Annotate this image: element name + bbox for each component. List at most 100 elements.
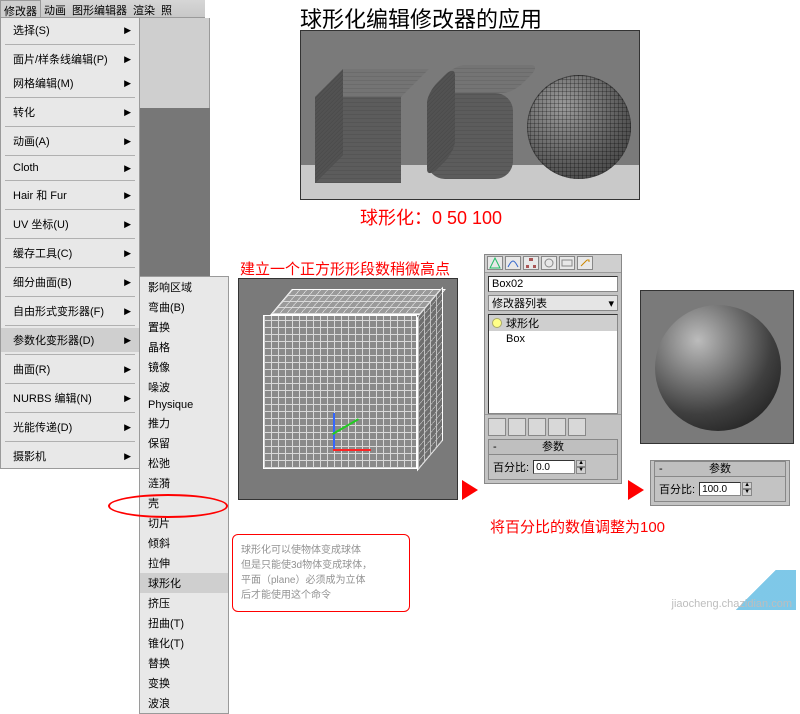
- menu-item[interactable]: 转化▶: [1, 100, 139, 124]
- make-unique-button[interactable]: [528, 418, 546, 436]
- tab-utilities[interactable]: [577, 256, 593, 270]
- percent-input-2[interactable]: [699, 482, 741, 496]
- submenu-item[interactable]: 置换: [140, 317, 228, 337]
- submenu-arrow-icon: ▶: [124, 335, 131, 346]
- submenu-item[interactable]: 镜像: [140, 357, 228, 377]
- submenu-item[interactable]: 锥化(T): [140, 633, 228, 653]
- percent-input[interactable]: [533, 460, 575, 474]
- spin-up-icon[interactable]: ▲: [576, 460, 586, 467]
- submenu-item[interactable]: 球形化: [140, 573, 228, 593]
- submenu-arrow-icon: ▶: [124, 107, 131, 118]
- show-end-result-button[interactable]: [508, 418, 526, 436]
- submenu-item[interactable]: 松弛: [140, 453, 228, 473]
- stack-item-spherify[interactable]: 球形化: [489, 315, 617, 331]
- menu-item[interactable]: 选择(S)▶: [1, 18, 139, 42]
- stack-buttons: [485, 414, 621, 439]
- submenu-arrow-icon: ▶: [124, 306, 131, 317]
- menu-separator: [5, 126, 135, 127]
- menu-item-label: NURBS 编辑(N): [13, 390, 92, 406]
- percent-spinner[interactable]: ▲▼: [533, 460, 586, 474]
- submenu-item[interactable]: 噪波: [140, 377, 228, 397]
- submenu-item[interactable]: 波浪: [140, 693, 228, 713]
- percent-spinner-2[interactable]: ▲▼: [699, 482, 752, 496]
- spin-down-icon[interactable]: ▼: [576, 467, 586, 474]
- rollout-header-params-2[interactable]: 参数: [654, 461, 786, 477]
- menu-item[interactable]: 摄影机▶: [1, 444, 139, 468]
- rollout-header-params[interactable]: 参数: [488, 439, 618, 455]
- submenu-item[interactable]: 影响区域: [140, 277, 228, 297]
- menu-item[interactable]: 细分曲面(B)▶: [1, 270, 139, 294]
- watermark-text: jiaocheng.chazidian.com: [672, 598, 792, 610]
- menubar-item-render[interactable]: 渲染: [130, 0, 158, 17]
- submenu-arrow-icon: ▶: [124, 163, 131, 174]
- menu-item[interactable]: 自由形式变形器(F)▶: [1, 299, 139, 323]
- menu-item[interactable]: UV 坐标(U)▶: [1, 212, 139, 236]
- command-panel-tabs: [485, 255, 621, 273]
- menu-separator: [5, 325, 135, 326]
- menu-item[interactable]: 面片/样条线编辑(P)▶: [1, 47, 139, 71]
- remove-modifier-button[interactable]: [548, 418, 566, 436]
- submenu-item[interactable]: 推力: [140, 413, 228, 433]
- example-sphere-100: [527, 75, 631, 179]
- submenu-arrow-icon: ▶: [124, 364, 131, 375]
- menubar-item-grapheditor[interactable]: 图形编辑器: [69, 0, 130, 17]
- wire-top-face: [270, 289, 446, 315]
- modifier-list-dropdown[interactable]: 修改器列表 ▾: [488, 295, 618, 311]
- rollout-body-params: 百分比: ▲▼: [488, 455, 618, 480]
- submenu-item[interactable]: 挤压: [140, 593, 228, 613]
- menu-item[interactable]: NURBS 编辑(N) ▶: [1, 386, 139, 410]
- bulb-icon[interactable]: [492, 318, 502, 328]
- note-line: 但是只能使3d物体变成球体，: [241, 558, 401, 573]
- menu-item[interactable]: Hair 和 Fur▶: [1, 183, 139, 207]
- object-name-field[interactable]: Box02: [488, 276, 618, 292]
- tab-hierarchy[interactable]: [523, 256, 539, 270]
- submenu-arrow-icon: ▶: [124, 393, 131, 404]
- pin-stack-button[interactable]: [488, 418, 506, 436]
- menu-separator: [5, 209, 135, 210]
- menubar-item-modifier[interactable]: 修改器: [0, 0, 41, 17]
- submenu-item[interactable]: 倾斜: [140, 533, 228, 553]
- menu-item-label: 摄影机: [13, 448, 46, 464]
- stack-item-box[interactable]: Box: [489, 331, 617, 347]
- submenu-item[interactable]: 涟漪: [140, 473, 228, 493]
- submenu-item[interactable]: 变换: [140, 673, 228, 693]
- submenu-item[interactable]: Physique: [140, 397, 228, 413]
- submenu-item[interactable]: 扭曲(T): [140, 613, 228, 633]
- configure-sets-button[interactable]: [568, 418, 586, 436]
- menu-item[interactable]: 缓存工具(C)▶: [1, 241, 139, 265]
- submenu-arrow-icon: ▶: [124, 25, 131, 36]
- submenu-item[interactable]: 替换: [140, 653, 228, 673]
- menu-item-label: 参数化变形器(D): [13, 332, 94, 348]
- menu-item[interactable]: 网格编辑(M)▶: [1, 71, 139, 95]
- modifier-stack[interactable]: 球形化 Box: [488, 314, 618, 414]
- submenu-item[interactable]: 拉伸: [140, 553, 228, 573]
- menu-item[interactable]: 光能传递(D)▶: [1, 415, 139, 439]
- menu-item[interactable]: Cloth▶: [1, 158, 139, 178]
- tab-display[interactable]: [559, 256, 575, 270]
- submenu-arrow-icon: ▶: [124, 422, 131, 433]
- spin-down-icon[interactable]: ▼: [742, 489, 752, 496]
- submenu-item[interactable]: 保留: [140, 433, 228, 453]
- submenu-item[interactable]: 晶格: [140, 337, 228, 357]
- menu-item[interactable]: 曲面(R)▶: [1, 357, 139, 381]
- submenu-item[interactable]: 弯曲(B): [140, 297, 228, 317]
- params-panel-result: 参数 百分比: ▲▼: [650, 460, 790, 506]
- menu-separator: [5, 296, 135, 297]
- menubar-item-anim[interactable]: 动画: [41, 0, 69, 17]
- menubar-item-more[interactable]: 照: [158, 0, 175, 17]
- viewport-spherify-examples: [300, 30, 640, 200]
- menu-item[interactable]: 参数化变形器(D) ▶: [1, 328, 139, 352]
- menu-separator: [5, 155, 135, 156]
- annotation-note: 球形化可以使物体变成球体 但是只能使3d物体变成球体， 平面（plane）必须成…: [232, 534, 410, 612]
- tab-create[interactable]: [487, 256, 503, 270]
- menu-item-label: 网格编辑(M): [13, 75, 74, 91]
- menu-item-label: 动画(A): [13, 133, 50, 149]
- submenu-arrow-icon: ▶: [124, 277, 131, 288]
- menu-item[interactable]: 动画(A)▶: [1, 129, 139, 153]
- tab-motion[interactable]: [541, 256, 557, 270]
- transform-gizmo[interactable]: [333, 411, 335, 451]
- tab-modify[interactable]: [505, 256, 521, 270]
- menu-separator: [5, 441, 135, 442]
- note-line: 球形化可以使物体变成球体: [241, 543, 401, 558]
- spin-up-icon[interactable]: ▲: [742, 482, 752, 489]
